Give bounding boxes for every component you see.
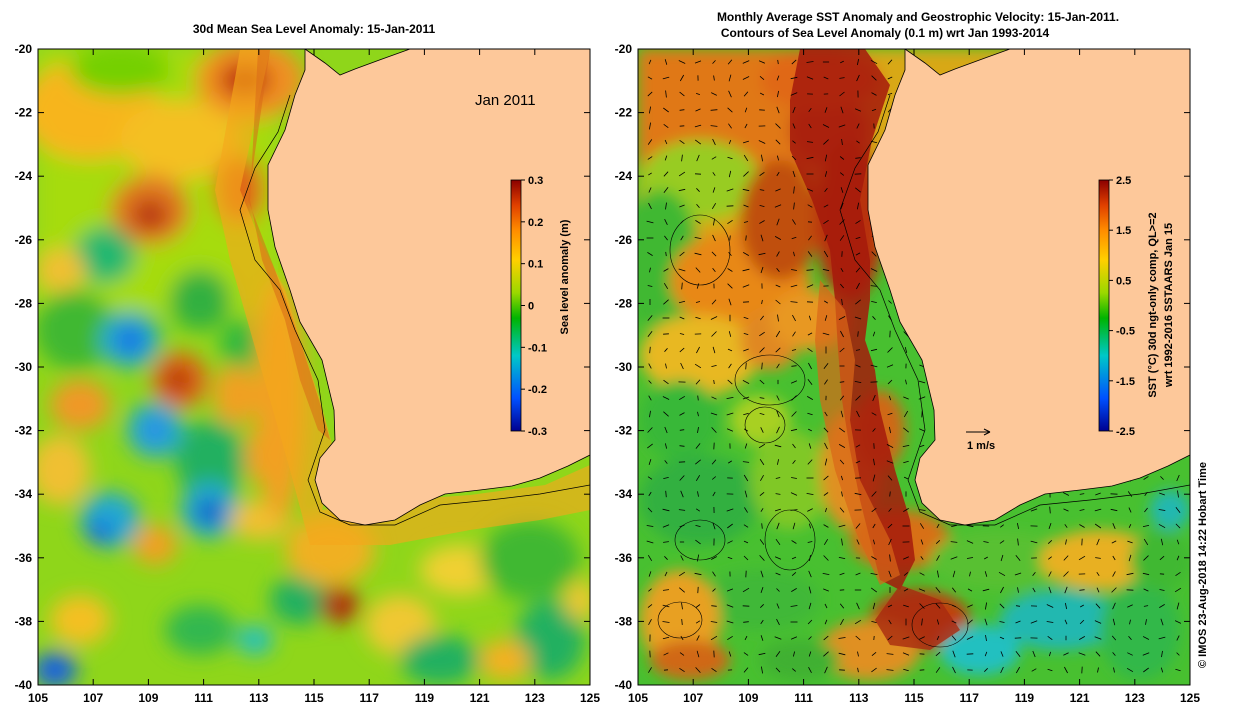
right-x-tick-label: 125 [1180, 691, 1200, 705]
sla-colorbar-tick-label: -0.1 [528, 342, 547, 354]
right-y-tick-label: -22 [615, 106, 633, 120]
sst-colorbar-tick-label: -2.5 [1116, 426, 1135, 438]
sla-colorbar-tick-label: -0.2 [528, 384, 547, 396]
right-y-tick-label: -24 [615, 169, 633, 183]
left-x-tick-label: 119 [415, 691, 435, 705]
left-x-tick-label: 115 [304, 691, 324, 705]
right-y-tick-label: -40 [615, 678, 633, 692]
sla-colorbar-tick-label: -0.3 [528, 426, 547, 438]
scale-label: 1 m/s [967, 440, 995, 452]
left-x-tick-label: 107 [83, 691, 103, 705]
right-x-tick-label: 105 [628, 691, 648, 705]
left-y-tick-label: -24 [15, 169, 33, 183]
sla-map: 30d Mean Sea Level Anomaly: 15-Jan-2011 [20, 22, 595, 688]
right-y-tick-label: -26 [615, 233, 633, 247]
sla-colorbar-tick-label: 0.1 [528, 259, 543, 271]
left-x-tick-label: 123 [525, 691, 545, 705]
sla-colorbar-tick-label: 0 [528, 301, 534, 313]
credit-text: © IMOS 23-Aug-2018 14:22 Hobart Time [1197, 462, 1209, 668]
right-x-tick-label: 111 [794, 691, 813, 705]
left-x-tick-label: 109 [138, 691, 158, 705]
left-x-tick-label: 125 [580, 691, 600, 705]
left-x-tick-label: 111 [194, 691, 213, 705]
right-y-tick-label: -30 [615, 360, 633, 374]
right-y-tick-label: -28 [615, 296, 633, 310]
right-y-tick-label: -34 [615, 487, 633, 501]
left-y-tick-label: -20 [15, 42, 33, 56]
right-y-tick-label: -20 [615, 42, 633, 56]
left-y-tick-label: -38 [15, 614, 33, 628]
left-y-tick-label: -40 [15, 678, 33, 692]
left-y-tick-label: -34 [15, 487, 33, 501]
sst-colorbar-gradient [1099, 180, 1109, 431]
right-y-tick-label: -36 [615, 551, 633, 565]
sst-map: Monthly Average SST Anomaly and Geostrop… [620, 10, 1190, 685]
sst-colorbar-tick-label: -0.5 [1116, 326, 1135, 338]
sst-colorbar-tick-label: 1.5 [1116, 225, 1131, 237]
left-y-tick-label: -28 [15, 296, 33, 310]
left-x-tick-label: 121 [470, 691, 490, 705]
right-x-tick-label: 119 [1015, 691, 1035, 705]
left-x-tick-label: 105 [28, 691, 48, 705]
left-y-tick-label: -32 [15, 424, 33, 438]
right-x-tick-label: 113 [849, 691, 869, 705]
sla-colorbar-label: Sea level anomaly (m) [559, 219, 571, 334]
sst-colorbar-tick-label: -1.5 [1116, 376, 1135, 388]
sla-colorbar-tick-label: 0.3 [528, 175, 543, 187]
left-x-tick-label: 113 [249, 691, 269, 705]
right-panel-title-line2: Contours of Sea Level Anomaly (0.1 m) wr… [721, 26, 1050, 40]
left-y-tick-label: -26 [15, 233, 33, 247]
right-x-tick-label: 109 [738, 691, 758, 705]
sst-colorbar-tick-label: 0.5 [1116, 275, 1131, 287]
left-x-tick-label: 117 [360, 691, 380, 705]
right-panel-title-line1: Monthly Average SST Anomaly and Geostrop… [717, 10, 1119, 24]
right-y-tick-label: -32 [615, 424, 633, 438]
sla-colorbar-gradient [511, 180, 521, 431]
left-y-tick-label: -36 [15, 551, 33, 565]
date-label: Jan 2011 [475, 92, 536, 109]
right-y-tick-label: -38 [615, 614, 633, 628]
right-x-tick-label: 107 [683, 691, 703, 705]
right-x-tick-label: 121 [1070, 691, 1090, 705]
sst-colorbar-label-line2: wrt 1992-2016 SSTAARS Jan 15 [1163, 223, 1175, 388]
left-y-tick-label: -30 [15, 360, 33, 374]
left-y-tick-label: -22 [15, 106, 33, 120]
sst-colorbar-tick-label: 2.5 [1116, 175, 1131, 187]
right-x-tick-label: 117 [960, 691, 980, 705]
right-x-tick-label: 115 [904, 691, 924, 705]
left-panel-title: 30d Mean Sea Level Anomaly: 15-Jan-2011 [193, 22, 436, 36]
right-x-tick-label: 123 [1125, 691, 1145, 705]
sla-colorbar-tick-label: 0.2 [528, 217, 543, 229]
sst-colorbar-label-line1: SST (°C) 30d ngt-only comp, QL>=2 [1147, 212, 1159, 397]
